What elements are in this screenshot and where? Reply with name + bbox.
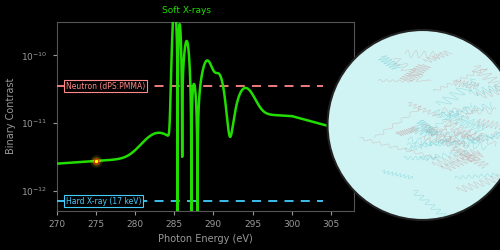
Y-axis label: Binary Contrast: Binary Contrast: [6, 78, 16, 154]
Text: Neutron (dPS:PMMA): Neutron (dPS:PMMA): [66, 82, 145, 91]
Text: Soft X-rays: Soft X-rays: [162, 6, 212, 15]
Text: Hard X-ray (17 keV): Hard X-ray (17 keV): [66, 196, 142, 205]
Ellipse shape: [328, 30, 500, 220]
X-axis label: Photon Energy (eV): Photon Energy (eV): [158, 234, 253, 244]
